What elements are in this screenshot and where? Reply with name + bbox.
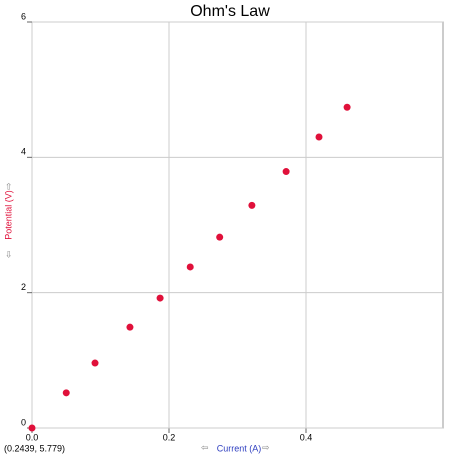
coordinates: (0.2439, 5.779): [4, 443, 65, 453]
y-tick-label: 0: [21, 417, 26, 427]
data-point: [248, 201, 256, 209]
data-point: [126, 323, 134, 331]
arrow-icon: ⇦: [3, 250, 13, 258]
arrow-icon: ⇨: [3, 182, 13, 190]
x-tick-label: 0.2: [163, 432, 176, 442]
arrow-icon: ⇦: [201, 442, 209, 452]
data-point: [343, 103, 351, 111]
data-point: [62, 389, 70, 397]
data-point: [216, 233, 224, 241]
y-tick-label: 4: [21, 147, 26, 157]
data-point: [186, 263, 194, 271]
y-tick-label: 6: [21, 11, 26, 21]
data-point: [91, 359, 99, 367]
data-point: [28, 424, 36, 432]
data-point: [315, 133, 323, 141]
x-tick-label: 0.0: [26, 432, 39, 442]
y-tick-label: 2: [21, 282, 26, 292]
data-point: [282, 168, 290, 176]
x-tick-label: 0.4: [300, 432, 313, 442]
data-point: [156, 294, 164, 302]
chart-title: Ohm's Law: [190, 3, 270, 20]
x-axis-label: Current (A): [217, 443, 262, 453]
arrow-icon: ⇨: [262, 442, 270, 452]
y-axis-label: Potential (V): [3, 190, 13, 240]
